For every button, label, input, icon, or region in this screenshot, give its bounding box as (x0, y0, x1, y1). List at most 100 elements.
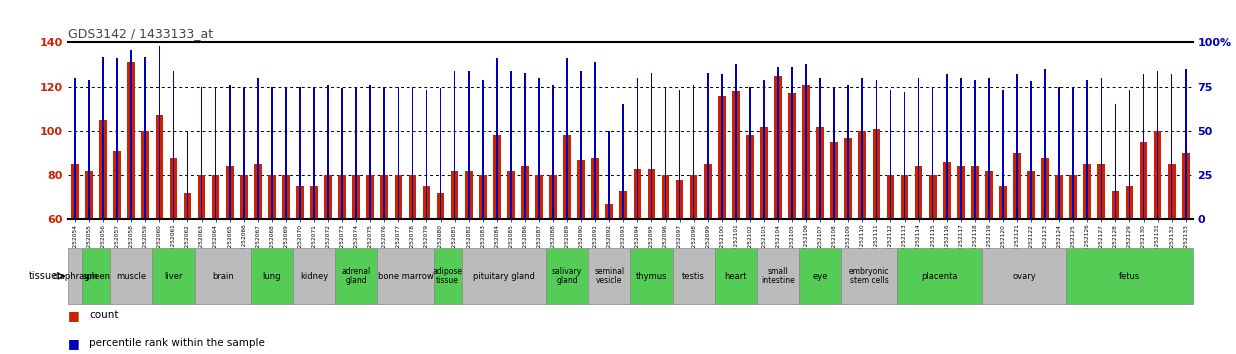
Bar (1126, 186, 1133, 219)
Bar (423, 186, 430, 219)
Bar (1153, 131, 1162, 219)
Bar (943, 162, 950, 219)
Bar (800, 248, 842, 304)
Bar (356, 87, 357, 219)
Bar (187, 131, 188, 219)
Text: spleen: spleen (82, 272, 110, 281)
Bar (873, 129, 880, 219)
Bar (637, 78, 638, 219)
Bar (535, 175, 543, 219)
Bar (760, 126, 768, 219)
Bar (749, 87, 750, 219)
Bar (335, 248, 377, 304)
Bar (546, 248, 588, 304)
Bar (286, 87, 287, 219)
Bar (1185, 69, 1187, 219)
Bar (82, 248, 110, 304)
Bar (366, 175, 375, 219)
Bar (1140, 142, 1147, 219)
Text: ■: ■ (68, 337, 80, 350)
Bar (861, 78, 863, 219)
Bar (591, 158, 599, 219)
Bar (173, 71, 174, 219)
Bar (789, 93, 796, 219)
Bar (116, 58, 117, 219)
Bar (496, 58, 498, 219)
Bar (679, 90, 680, 219)
Bar (339, 175, 346, 219)
Bar (932, 87, 933, 219)
Bar (156, 115, 163, 219)
Bar (577, 160, 585, 219)
Bar (1058, 87, 1060, 219)
Bar (127, 62, 135, 219)
Bar (915, 166, 922, 219)
Bar (928, 175, 937, 219)
Bar (243, 87, 245, 219)
Bar (103, 57, 104, 219)
Bar (200, 87, 203, 219)
Text: seminal
vesicle: seminal vesicle (595, 267, 624, 285)
Bar (240, 175, 247, 219)
Bar (1041, 158, 1049, 219)
Bar (297, 186, 304, 219)
Text: muscle: muscle (116, 272, 146, 281)
Text: salivary
gland: salivary gland (552, 267, 582, 285)
Bar (145, 57, 146, 219)
Bar (493, 135, 501, 219)
Bar (897, 248, 981, 304)
Text: small
intestine: small intestine (761, 267, 795, 285)
Bar (257, 78, 258, 219)
Bar (988, 78, 990, 219)
Text: diaphragm: diaphragm (52, 272, 98, 281)
Bar (1100, 78, 1103, 219)
Bar (1157, 71, 1158, 219)
Bar (844, 138, 852, 219)
Bar (957, 166, 964, 219)
Bar (650, 73, 653, 219)
Bar (1115, 104, 1116, 219)
Text: fetus: fetus (1119, 272, 1140, 281)
Bar (777, 67, 779, 219)
Bar (398, 87, 399, 219)
Bar (606, 204, 613, 219)
Bar (293, 248, 335, 304)
Bar (690, 175, 697, 219)
Bar (370, 85, 371, 219)
Bar (1073, 87, 1074, 219)
Bar (352, 175, 360, 219)
Bar (482, 80, 483, 219)
Text: brain: brain (211, 272, 234, 281)
Bar (313, 87, 315, 219)
Bar (99, 120, 108, 219)
Bar (538, 78, 540, 219)
Text: count: count (89, 310, 119, 320)
Text: liver: liver (164, 272, 183, 281)
Bar (564, 135, 571, 219)
Bar (436, 193, 445, 219)
Bar (999, 186, 1007, 219)
Bar (971, 166, 979, 219)
Bar (131, 50, 132, 219)
Bar (665, 88, 666, 219)
Bar (253, 164, 262, 219)
Bar (114, 151, 121, 219)
Bar (946, 74, 948, 219)
Text: percentile rank within the sample: percentile rank within the sample (89, 338, 265, 348)
Bar (510, 71, 512, 219)
Bar (890, 90, 891, 219)
Bar (875, 80, 878, 219)
Bar (918, 78, 920, 219)
Bar (478, 175, 487, 219)
Bar (454, 71, 455, 219)
Bar (1031, 81, 1032, 219)
Bar (714, 248, 756, 304)
Bar (412, 87, 413, 219)
Text: testis: testis (682, 272, 705, 281)
Bar (566, 58, 567, 219)
Bar (324, 175, 332, 219)
Bar (169, 158, 177, 219)
Bar (661, 175, 670, 219)
Bar (1168, 164, 1175, 219)
Bar (271, 87, 273, 219)
